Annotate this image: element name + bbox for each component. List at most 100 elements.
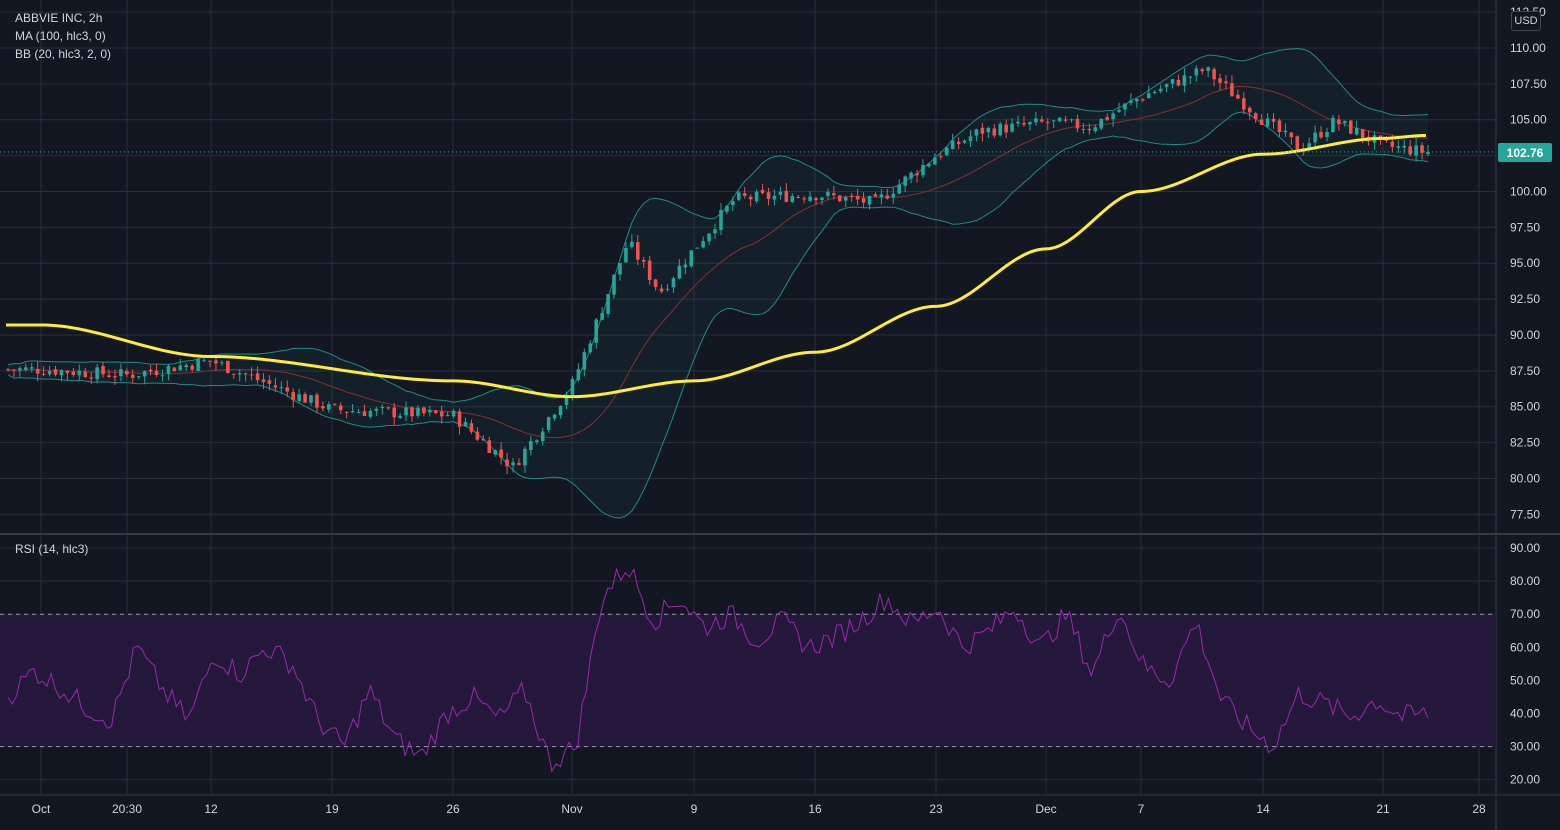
candle	[933, 153, 937, 165]
candle	[214, 357, 218, 371]
candle	[29, 362, 34, 373]
candle-body	[1360, 129, 1365, 138]
candle-body	[261, 379, 266, 383]
candle	[879, 189, 884, 205]
price-tick-label: 92.50	[1510, 292, 1540, 306]
candle	[1105, 113, 1109, 122]
candle	[1259, 114, 1264, 126]
candle-body	[53, 369, 58, 375]
candle	[1123, 103, 1127, 117]
candle	[980, 122, 985, 142]
candle-body	[885, 195, 890, 199]
candle	[451, 408, 456, 419]
price-tick-label: 90.00	[1510, 328, 1540, 342]
candle-body	[630, 241, 634, 247]
candle-body	[321, 406, 325, 409]
candle	[677, 259, 682, 280]
symbol-title[interactable]: ABBVIE INC, 2h	[15, 11, 103, 25]
candle	[1051, 120, 1056, 128]
candle	[962, 139, 967, 145]
candle-body	[214, 360, 218, 364]
candle	[956, 137, 961, 150]
candle	[439, 405, 444, 424]
candle-body	[1253, 113, 1258, 119]
candle-body	[410, 407, 414, 417]
candle-body	[136, 376, 141, 378]
bb-legend[interactable]: BB (20, hlc3, 2, 0)	[15, 47, 112, 61]
candle	[1117, 102, 1121, 113]
currency-button[interactable]: USD	[1511, 11, 1541, 31]
candle	[1230, 75, 1234, 97]
candle	[939, 153, 943, 160]
candle-body	[243, 373, 248, 375]
candle	[1253, 112, 1258, 123]
candle	[154, 363, 159, 378]
rsi-tick-label: 40.00	[1510, 707, 1540, 721]
candle	[998, 121, 1002, 137]
candle-body	[849, 195, 854, 197]
candle-body	[719, 210, 723, 230]
candle	[1354, 120, 1359, 136]
candle-body	[1129, 100, 1133, 103]
candle	[1087, 123, 1092, 135]
candle	[1194, 65, 1199, 82]
candle	[1063, 115, 1068, 124]
candle-body	[1200, 69, 1205, 72]
candle	[226, 360, 230, 374]
candle	[1040, 115, 1044, 123]
candle-body	[944, 147, 949, 156]
rsi-band-fill	[0, 614, 1496, 747]
candle	[511, 457, 515, 473]
time-tick-label: 14	[1256, 802, 1270, 816]
candle	[1188, 75, 1193, 85]
candle-body	[1063, 119, 1068, 121]
candle	[422, 406, 426, 417]
rsi-legend[interactable]: RSI (14, hlc3)	[15, 542, 89, 556]
candle-body	[404, 407, 408, 416]
candlestick-series	[6, 65, 1430, 475]
bollinger-bands	[7, 48, 1429, 519]
candle	[802, 196, 806, 204]
candle-body	[1170, 79, 1175, 84]
candle-body	[570, 379, 575, 395]
candle	[231, 373, 236, 379]
candle	[606, 294, 610, 318]
ma-legend[interactable]: MA (100, hlc3, 0)	[15, 29, 106, 43]
candle-body	[564, 395, 569, 405]
candle-body	[1414, 145, 1418, 156]
candle-body	[1123, 103, 1127, 110]
candle	[790, 192, 795, 204]
candle	[552, 413, 557, 422]
candle	[891, 187, 896, 204]
candle-body	[338, 405, 343, 411]
candle	[113, 369, 117, 385]
candle	[808, 191, 812, 203]
candle	[142, 370, 147, 385]
candle	[368, 408, 373, 419]
candle	[130, 369, 135, 384]
candle	[1212, 67, 1216, 87]
candle-body	[552, 414, 557, 419]
candle-body	[428, 410, 432, 413]
candle	[410, 406, 414, 422]
candle-body	[838, 195, 842, 202]
candle	[398, 413, 402, 420]
candle-body	[939, 156, 943, 158]
candle-body	[832, 193, 836, 196]
candle	[843, 195, 848, 207]
candle	[731, 196, 735, 212]
candle	[404, 401, 408, 421]
candle	[665, 283, 670, 292]
candle-body	[231, 373, 236, 375]
candle	[178, 358, 183, 372]
candle-body	[855, 195, 860, 200]
candle	[1277, 118, 1282, 137]
candle-body	[493, 450, 497, 455]
candle	[65, 370, 70, 381]
candle-body	[160, 375, 165, 377]
candle	[1176, 74, 1181, 87]
candle-body	[1242, 98, 1246, 110]
candle-body	[332, 403, 337, 405]
candle	[374, 406, 379, 416]
